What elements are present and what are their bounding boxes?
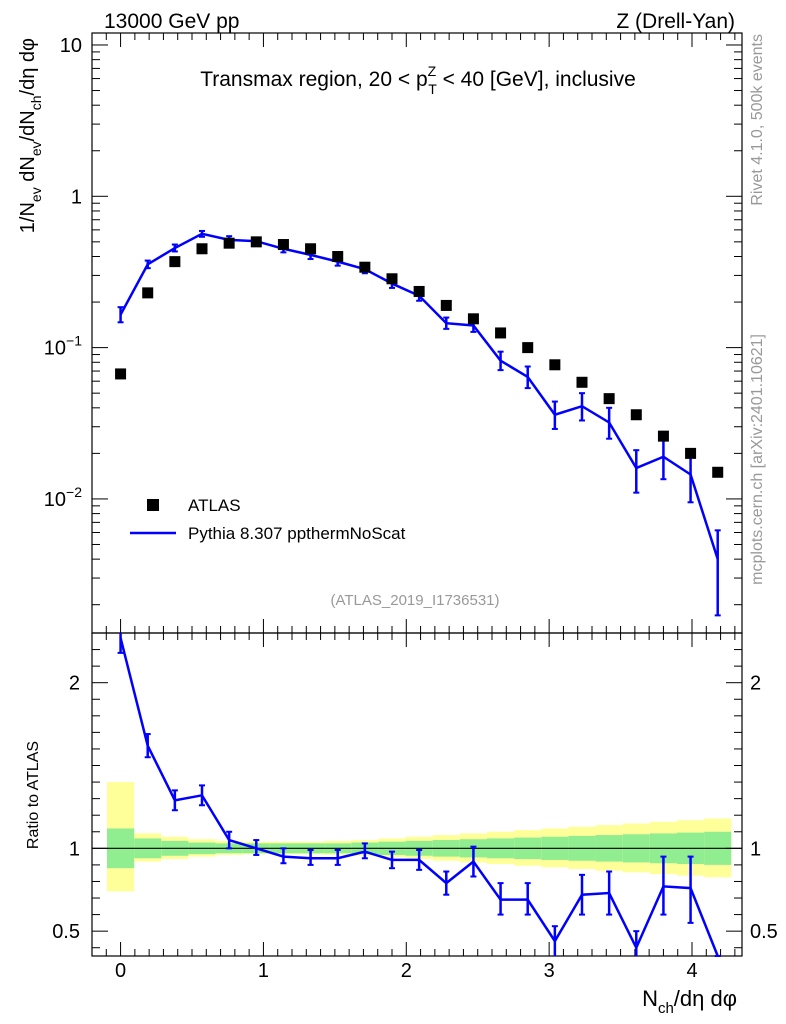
y-tick-label-0.1: 10−1	[44, 333, 82, 360]
atlas-point	[467, 313, 479, 325]
atlas-point	[142, 287, 154, 299]
ratio-tick-labels: 2 1 0.5 2 1 0.5	[52, 673, 778, 943]
atlas-point	[495, 327, 507, 339]
x-tick-label-1: 1	[258, 960, 269, 982]
legend-atlas-label: ATLAS	[188, 496, 241, 515]
ratio-tick-label-right-1: 1	[750, 838, 761, 860]
atlas-point	[522, 342, 534, 354]
y-tick-label-10: 10	[60, 35, 82, 57]
atlas-point	[576, 376, 588, 388]
main-frame	[91, 32, 743, 634]
ratio-tick-label-2: 2	[69, 673, 80, 695]
ratio-y-axis-label: Ratio to ATLAS	[25, 741, 42, 849]
header-right-label: Z (Drell-Yan)	[616, 10, 735, 33]
ratio-tick-label-right-2: 2	[750, 673, 761, 695]
ratio-tick-label-0.5: 0.5	[52, 921, 80, 943]
x-tick-label-4: 4	[686, 960, 697, 982]
ratio-line	[119, 637, 719, 957]
ratio-tick-label-1: 1	[69, 838, 80, 860]
main-plot	[115, 229, 724, 617]
atlas-point	[169, 256, 181, 268]
atlas-point	[386, 273, 398, 285]
atlas-point	[440, 299, 452, 311]
x-tick-label-0: 0	[115, 960, 126, 982]
legend: ATLAS Pythia 8.307 ppthermNoScat	[130, 496, 406, 543]
x-tick-labels: 0 1 2 3 4	[115, 960, 698, 982]
rivet-version-label: Rivet 4.1.0, 500k events	[749, 34, 766, 206]
ratio-frame	[91, 632, 743, 957]
analysis-label: (ATLAS_2019_I1736531)	[330, 592, 499, 609]
atlas-point	[223, 237, 235, 249]
axis-ticks	[91, 33, 742, 956]
y-tick-label-1: 1	[71, 186, 82, 208]
atlas-point	[250, 236, 262, 248]
atlas-point	[277, 239, 289, 251]
header-left-label: 13000 GeV pp	[104, 10, 239, 33]
y-axis-label: 1/Nev dNev/dNch/dη dφ	[17, 38, 44, 233]
atlas-point	[657, 430, 669, 442]
x-tick-label-2: 2	[401, 960, 412, 982]
ratio-uncertainty-bands	[107, 782, 732, 892]
atlas-point	[549, 359, 561, 371]
atlas-point	[712, 466, 724, 478]
ratio-plot	[117, 633, 721, 957]
atlas-point	[196, 243, 208, 255]
atlas-point	[115, 368, 127, 380]
x-axis-label: Nch/dη dφ	[642, 986, 737, 1017]
mcplots-label: mcplots.cern.ch [arXiv:2401.10621]	[749, 334, 766, 585]
atlas-point	[332, 251, 344, 263]
atlas-point	[685, 447, 697, 459]
plot-title: Transmax region, 20 < pZ T < 40 [GeV], in…	[200, 63, 636, 97]
x-tick-label-3: 3	[544, 960, 555, 982]
main-y-tick-labels: 10 1 10−1 10−2	[44, 35, 82, 511]
atlas-point	[305, 243, 317, 255]
y-tick-label-0.01: 10−2	[44, 484, 82, 511]
legend-mc-label: Pythia 8.307 ppthermNoScat	[188, 524, 406, 543]
atlas-point	[413, 285, 425, 297]
atlas-point	[603, 393, 615, 405]
legend-atlas-marker	[147, 499, 159, 511]
ratio-tick-label-right-0.5: 0.5	[750, 921, 778, 943]
atlas-point	[630, 409, 642, 421]
plot-frames	[91, 32, 743, 957]
atlas-point	[359, 261, 371, 273]
